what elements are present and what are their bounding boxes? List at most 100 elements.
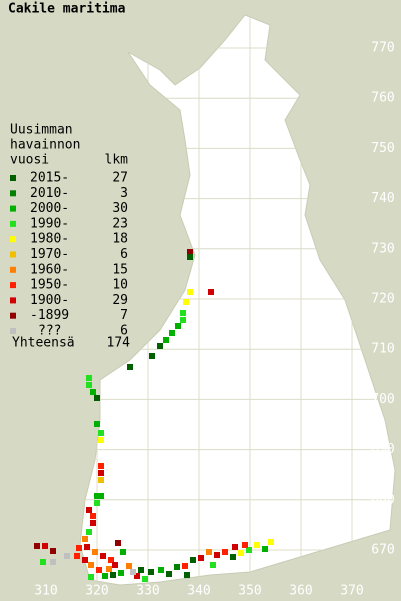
observation	[86, 375, 92, 381]
legend-swatch	[10, 205, 16, 212]
observation	[182, 563, 188, 569]
observation	[112, 562, 118, 568]
y-label: 750	[371, 141, 394, 156]
observation	[169, 330, 175, 336]
observation	[106, 566, 112, 572]
observation	[175, 323, 181, 329]
legend-count: 3	[120, 186, 128, 201]
observation	[187, 289, 193, 295]
observation	[98, 493, 104, 499]
observation	[210, 562, 216, 568]
legend-total: 174	[107, 336, 131, 351]
observation	[120, 549, 126, 555]
x-label: 310	[34, 584, 57, 599]
legend-count: 23	[112, 216, 128, 231]
observation	[148, 569, 154, 575]
observation	[94, 395, 100, 401]
observation	[246, 547, 252, 553]
observation	[86, 507, 92, 513]
observation	[90, 513, 96, 519]
legend-swatch	[10, 220, 16, 227]
x-label: 340	[187, 584, 210, 599]
legend-label: 2015-	[30, 171, 69, 186]
legend-count: 10	[112, 278, 128, 293]
observation	[198, 555, 204, 561]
observation	[138, 567, 144, 573]
legend-label: 1980-	[30, 232, 69, 247]
legend-label: 1960-	[30, 262, 69, 277]
y-label: 720	[371, 292, 394, 307]
observation	[142, 576, 148, 582]
observation	[98, 437, 104, 443]
observation	[102, 573, 108, 579]
title: Cakile maritima	[8, 2, 126, 17]
y-label: 680	[371, 492, 394, 507]
observation	[262, 546, 268, 552]
legend-count: 29	[112, 293, 128, 308]
legend-swatch	[10, 282, 16, 289]
observation	[82, 557, 88, 563]
legend-label: 1990-	[30, 216, 69, 231]
y-label: 740	[371, 191, 394, 206]
observation	[94, 421, 100, 427]
observation	[98, 430, 104, 436]
legend-count: 6	[120, 324, 128, 339]
observation	[206, 549, 212, 555]
observation	[149, 353, 155, 359]
observations	[34, 249, 274, 582]
observation	[230, 554, 236, 560]
legend-swatch	[10, 251, 16, 258]
observation	[268, 539, 274, 545]
observation	[254, 542, 260, 548]
legend-total-label: Yhteensä	[12, 336, 75, 351]
y-label: 690	[371, 442, 394, 457]
observation	[158, 567, 164, 573]
observation	[130, 569, 136, 575]
y-label: 730	[371, 241, 394, 256]
x-label: 360	[289, 584, 312, 599]
observation	[183, 299, 189, 305]
observation	[50, 548, 56, 554]
legend-label: 1970-	[30, 247, 69, 262]
legend-header: havainnon	[10, 138, 80, 153]
legend-swatch	[10, 312, 16, 319]
observation	[88, 574, 94, 580]
legend-label: ???	[38, 324, 61, 339]
legend-swatch	[10, 266, 16, 273]
observation	[98, 470, 104, 476]
legend-count: 15	[112, 262, 128, 277]
observation	[214, 552, 220, 558]
observation	[94, 493, 100, 499]
observation	[190, 557, 196, 563]
observation	[208, 289, 214, 295]
observation	[232, 544, 238, 550]
legend-header: vuosi	[10, 153, 49, 168]
x-label: 330	[136, 584, 159, 599]
observation	[184, 572, 190, 578]
observation	[76, 545, 82, 551]
observation	[174, 564, 180, 570]
legend-label: -1899	[30, 308, 69, 323]
observation	[92, 549, 98, 555]
observation	[238, 550, 244, 556]
observation	[110, 572, 116, 578]
legend-swatch	[10, 328, 16, 334]
x-label: 350	[238, 584, 261, 599]
observation	[64, 553, 70, 559]
observation	[86, 382, 92, 388]
legend-swatch	[10, 297, 16, 304]
observation	[242, 542, 248, 548]
legend-count-header: lkm	[105, 153, 129, 168]
legend-label: 1950-	[30, 278, 69, 293]
observation	[100, 553, 106, 559]
observation	[157, 343, 163, 349]
observation	[42, 543, 48, 549]
observation	[187, 254, 193, 260]
legend-count: 6	[120, 247, 128, 262]
observation	[127, 364, 133, 370]
observation	[86, 529, 92, 535]
y-label: 670	[371, 543, 394, 558]
observation	[82, 536, 88, 542]
